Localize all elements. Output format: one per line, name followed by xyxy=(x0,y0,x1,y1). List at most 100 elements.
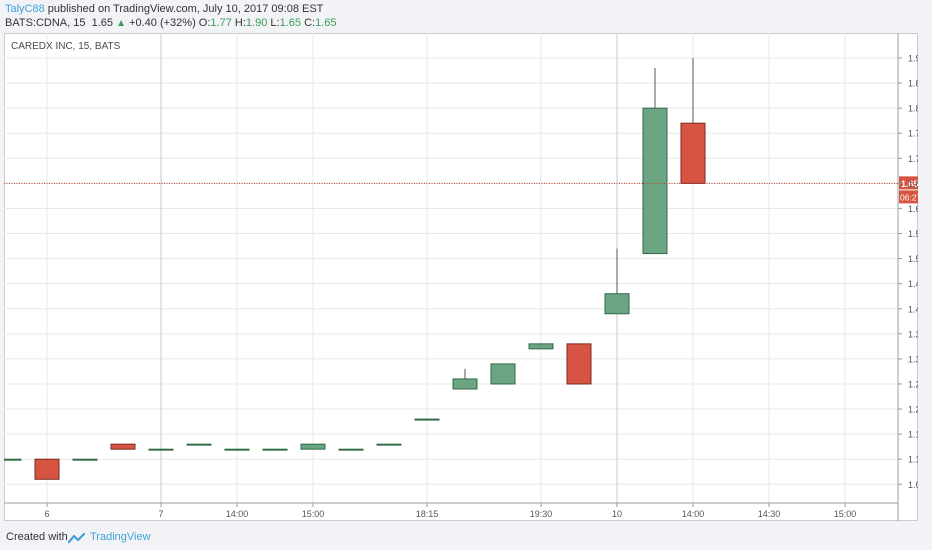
high-value: 1.90 xyxy=(245,17,268,29)
candle-body xyxy=(148,448,174,451)
chart-header: TalyC88 published on TradingView.com, Ju… xyxy=(0,0,932,31)
candle xyxy=(186,443,212,446)
chart-frame xyxy=(4,33,918,521)
candle xyxy=(528,343,554,350)
x-tick-label: 14:30 xyxy=(758,509,781,519)
candle xyxy=(680,58,706,184)
open-label: O: xyxy=(198,17,211,29)
x-tick-label: 19:30 xyxy=(530,509,553,519)
last-price: 1.65 xyxy=(91,17,114,29)
x-tick-label: 7 xyxy=(158,509,163,519)
x-tick-label: 15:00 xyxy=(302,509,325,519)
candle-body xyxy=(528,343,554,350)
candle-body xyxy=(680,122,706,184)
y-tick-label: 1.05 xyxy=(908,480,918,490)
high-label: H: xyxy=(234,17,246,29)
candle xyxy=(262,448,288,451)
candle-body xyxy=(300,443,326,450)
candle-body xyxy=(642,107,668,255)
candle xyxy=(338,448,364,451)
candle xyxy=(34,458,60,480)
symbol-text: BATS:CDNA, 15 xyxy=(5,17,86,29)
low-value: 1.65 xyxy=(279,17,301,29)
price-line-group: 1.65 06:27 xyxy=(4,176,918,204)
x-tick-label: 15:00 xyxy=(834,509,857,519)
tradingview-logo-icon xyxy=(68,532,86,544)
last-price-badge xyxy=(899,176,918,190)
candle-body xyxy=(376,443,402,446)
candle-body xyxy=(604,293,630,315)
y-tick-label: 1.15 xyxy=(908,430,918,440)
y-tick-label: 1.75 xyxy=(908,129,918,139)
candle-body xyxy=(110,443,136,450)
candle xyxy=(148,448,174,451)
publish-info: TalyC88 published on TradingView.com, Ju… xyxy=(5,3,323,15)
close-label: C: xyxy=(304,17,316,29)
close-value: 1.65 xyxy=(315,17,337,29)
y-tick-label: 1.60 xyxy=(908,204,918,214)
ohlc-readout: BATS:CDNA, 15 1.65 ▲ +0.40 (+32%) O:1.77… xyxy=(5,17,336,29)
y-tick-label: 1.45 xyxy=(908,279,918,289)
candle xyxy=(452,368,478,390)
countdown-badge xyxy=(899,190,918,204)
candle-body xyxy=(186,443,212,446)
candle xyxy=(224,448,250,451)
day-separators xyxy=(160,33,618,503)
x-tick-label: 14:00 xyxy=(226,509,249,519)
y-tick-label: 1.10 xyxy=(908,455,918,465)
candle-body xyxy=(224,448,250,451)
candle-body xyxy=(72,458,98,461)
candle-body xyxy=(338,448,364,451)
candle xyxy=(300,443,326,450)
candle-body xyxy=(4,458,22,461)
footer: Created with TradingView xyxy=(0,522,932,550)
candle-body xyxy=(262,448,288,451)
candle xyxy=(72,458,98,461)
y-tick-label: 1.85 xyxy=(908,79,918,89)
candle xyxy=(490,363,516,385)
candle-body xyxy=(566,343,592,385)
candles xyxy=(4,58,706,480)
candle-body xyxy=(452,378,478,390)
x-axis: 6 7 14:00 15:00 18:15 19:30 10 14:00 14:30 15:00 xyxy=(4,502,898,519)
x-tick-label: 6 xyxy=(44,509,49,519)
x-tick-label: 10 xyxy=(612,509,622,519)
last-price-label: 1.65 xyxy=(901,179,918,189)
y-tick-label: 1.90 xyxy=(908,54,918,64)
candle xyxy=(642,68,668,255)
y-tick-label: 1.40 xyxy=(908,304,918,314)
change-value: +0.40 (+32%) xyxy=(129,17,196,29)
y-tick-label: 1.65 xyxy=(908,179,918,189)
candle xyxy=(376,443,402,446)
y-tick-label: 1.50 xyxy=(908,254,918,264)
y-tick-label: 1.80 xyxy=(908,104,918,114)
brand-text: TradingView xyxy=(90,531,151,543)
open-value: 1.77 xyxy=(210,17,232,29)
candle xyxy=(566,343,592,385)
candle-body xyxy=(490,363,516,385)
y-tick-label: 1.25 xyxy=(908,379,918,389)
low-label: L: xyxy=(270,17,280,29)
x-tick-label: 18:15 xyxy=(416,509,439,519)
publish-text: published on TradingView.com, July 10, 2… xyxy=(44,3,324,15)
author-link[interactable]: TalyC88 xyxy=(5,3,45,15)
y-tick-label: 1.30 xyxy=(908,354,918,364)
candle xyxy=(414,418,440,421)
countdown-label: 06:27 xyxy=(900,192,918,202)
created-with-text: Created with xyxy=(6,531,68,543)
candle-body xyxy=(414,418,440,421)
x-tick-label: 14:00 xyxy=(682,509,705,519)
y-tick-label: 1.55 xyxy=(908,229,918,239)
candle xyxy=(4,458,22,461)
chart-symbol-label: CAREDX INC, 15, BATS xyxy=(11,41,121,52)
up-arrow-icon: ▲ xyxy=(116,18,127,29)
candle xyxy=(110,443,136,450)
y-tick-label: 1.70 xyxy=(908,154,918,164)
y-tick-label: 1.20 xyxy=(908,405,918,415)
candle xyxy=(604,248,630,315)
candle-body xyxy=(34,458,60,480)
y-axis: 1.05 1.10 1.15 1.20 1.25 1.30 1.35 1.40 1.45 1.50… xyxy=(897,33,918,521)
y-tick-label: 1.35 xyxy=(908,329,918,339)
grid xyxy=(4,33,897,503)
